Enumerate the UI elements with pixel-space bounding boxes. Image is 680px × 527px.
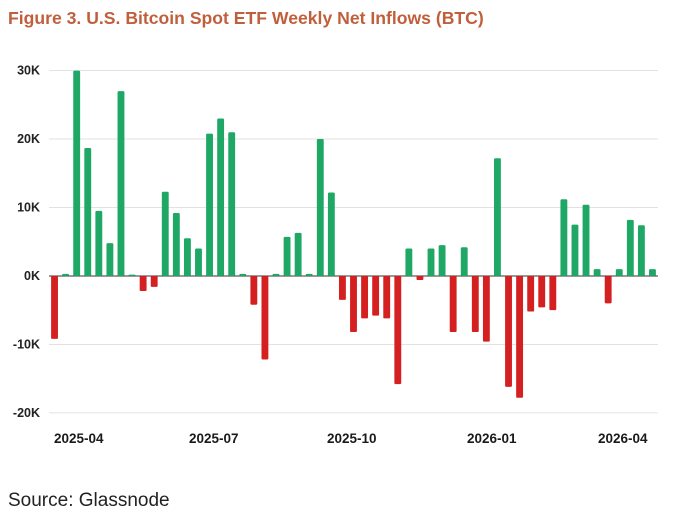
- svg-text:20K: 20K: [17, 132, 40, 146]
- svg-text:10K: 10K: [17, 201, 40, 215]
- svg-text:0K: 0K: [24, 269, 40, 283]
- svg-text:-10K: -10K: [13, 337, 40, 351]
- svg-text:30K: 30K: [17, 64, 40, 78]
- svg-text:-20K: -20K: [13, 406, 40, 420]
